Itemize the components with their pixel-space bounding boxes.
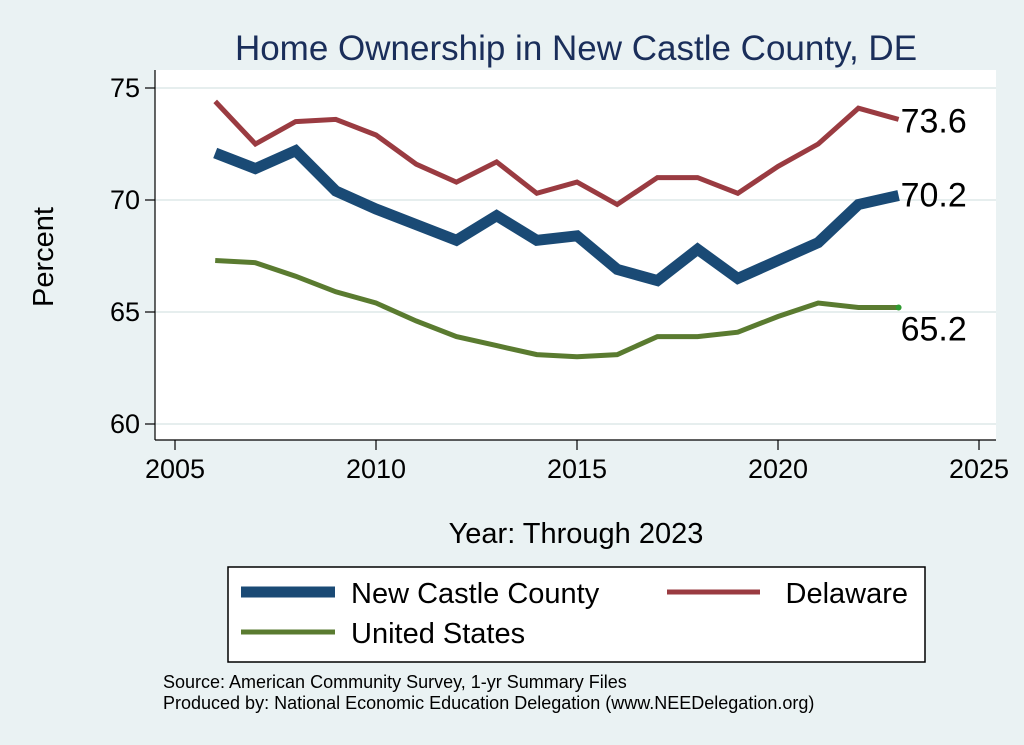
end-labels: 70.2 73.6 65.2 <box>895 102 967 349</box>
producer-note: Produced by: National Economic Education… <box>163 693 814 713</box>
end-label-delaware: 73.6 <box>901 102 967 140</box>
y-tick-label-70: 70 <box>110 185 140 215</box>
y-tick-label-75: 75 <box>110 73 140 103</box>
series-lines <box>213 99 900 360</box>
series-line-delaware <box>213 99 900 208</box>
y-axis-ticks: 60 65 70 75 <box>110 73 155 439</box>
end-label-new-castle-county: 70.2 <box>901 177 967 215</box>
legend-label-new-castle-county: New Castle County <box>351 578 600 610</box>
end-marker-united-states <box>895 304 902 311</box>
x-tick-label-2010: 2010 <box>346 454 406 484</box>
legend: New Castle County Delaware United States <box>227 566 926 663</box>
series-line-new-castle-county <box>213 144 900 287</box>
source-note: Source: American Community Survey, 1-yr … <box>163 672 627 692</box>
series-line-united-states <box>215 258 899 360</box>
x-tick-label-2005: 2005 <box>145 454 205 484</box>
y-axis-title: Percent <box>28 207 60 307</box>
legend-box <box>227 566 926 663</box>
y-tick-label-65: 65 <box>110 297 140 327</box>
x-axis-ticks: 2005 2010 2015 2020 2025 <box>145 440 1009 484</box>
x-tick-label-2020: 2020 <box>748 454 808 484</box>
plot-area <box>155 70 996 440</box>
x-tick-label-2015: 2015 <box>547 454 607 484</box>
x-axis-title: Year: Through 2023 <box>449 518 704 550</box>
end-label-united-states: 65.2 <box>901 311 967 349</box>
legend-label-united-states: United States <box>351 618 525 650</box>
y-tick-label-60: 60 <box>110 409 140 439</box>
x-tick-label-2025: 2025 <box>949 454 1009 484</box>
chart-title: Home Ownership in New Castle County, DE <box>235 29 917 68</box>
legend-label-delaware: Delaware <box>786 578 909 610</box>
